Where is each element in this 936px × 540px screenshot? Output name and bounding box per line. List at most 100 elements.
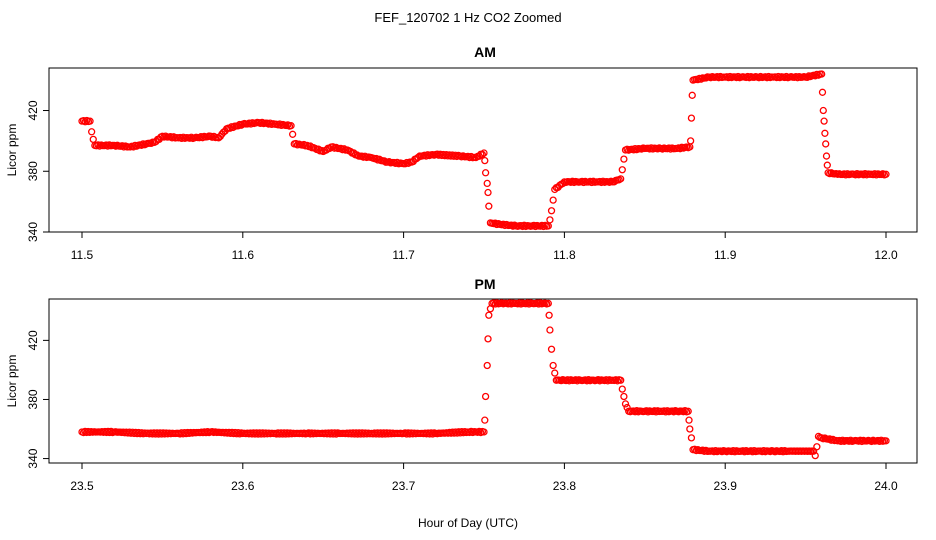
am-data-point [491, 219, 499, 227]
am-data-point [539, 222, 548, 231]
am-data-point [329, 143, 337, 151]
am-x-tick-label: 12.0 [874, 248, 898, 262]
pm-data-point [485, 311, 493, 319]
pm-y-tick-label: 340 [26, 448, 40, 468]
pm-x-tick-label: 23.9 [714, 479, 738, 493]
am-data-point [549, 196, 557, 204]
am-data-point [480, 149, 488, 157]
am-y-axis-label: Licor ppm [5, 124, 19, 177]
pm-data-point [686, 425, 694, 433]
pm-data-point [547, 345, 556, 353]
am-data-point [86, 117, 94, 125]
am-data-point [284, 121, 292, 129]
am-data-point [485, 202, 493, 210]
am-plot-frame [48, 67, 918, 233]
pm-panel-title: PM [475, 276, 496, 292]
pm-data-point [481, 416, 489, 424]
am-x-tick-label: 11.8 [553, 248, 576, 262]
am-data-point [686, 137, 695, 145]
am-data-point [688, 91, 696, 99]
am-data-point [819, 106, 827, 115]
pm-data-point [684, 407, 692, 415]
am-data-point [687, 114, 696, 122]
am-data-point [484, 188, 492, 197]
pm-data-point [475, 427, 483, 436]
am-data-point [385, 158, 393, 166]
am-panel-title: AM [474, 44, 496, 60]
am-panel: AM Licor ppm 11.5 11.6 11.7 11.8 11.9 12.0 34… [5, 44, 918, 262]
pm-data-point [483, 361, 491, 370]
pm-data-point [882, 437, 890, 445]
am-y-tick-label: 380 [26, 161, 40, 181]
am-x-tick-label: 11.6 [232, 248, 255, 262]
pm-data-point [480, 428, 488, 436]
pm-y-ticks: 340 380 420 [26, 330, 49, 469]
pm-x-tick-label: 23.8 [553, 479, 577, 493]
pm-data-point [826, 435, 834, 443]
pm-panel: PM Licor ppm 23.5 23.6 23.7 23.8 23.9 24.0 34… [5, 276, 918, 493]
pm-data-point [811, 451, 819, 460]
am-data-point [287, 122, 295, 130]
am-data-point [247, 120, 255, 128]
am-data-point [822, 140, 830, 148]
pm-x-ticks: 23.5 23.6 23.7 23.8 23.9 24.0 [70, 463, 898, 493]
am-data-point [481, 169, 490, 177]
am-x-ticks: 11.5 11.6 11.7 11.8 11.9 12.0 [71, 232, 898, 262]
am-data-point [823, 161, 831, 169]
pm-data-point [481, 392, 490, 401]
am-y-tick-label: 340 [26, 222, 40, 242]
am-data-point [129, 143, 138, 151]
am-y-tick-label: 420 [26, 100, 40, 120]
pm-data-point [484, 335, 492, 343]
am-data-point [618, 166, 626, 174]
am-x-tick-label: 11.5 [71, 248, 94, 262]
am-data-point [821, 129, 829, 137]
pm-data-point [546, 326, 554, 334]
am-data-point [198, 134, 207, 142]
am-data-point [89, 135, 97, 144]
am-data-point [276, 120, 284, 128]
am-data-point [361, 152, 369, 160]
am-data-point [87, 128, 96, 136]
pm-x-tick-label: 23.5 [70, 479, 94, 493]
am-data-point [822, 152, 831, 160]
pm-plot-frame [48, 298, 918, 464]
am-data-point [332, 143, 340, 151]
am-data-point [81, 118, 89, 126]
pm-points [78, 299, 890, 460]
am-data-point [620, 155, 628, 163]
am-data-point [483, 179, 491, 188]
am-data-point [676, 145, 684, 153]
am-data-point [820, 117, 828, 125]
am-data-point [818, 88, 827, 96]
am-x-tick-label: 11.9 [714, 248, 737, 262]
pm-y-tick-label: 380 [26, 389, 40, 409]
pm-data-point [690, 445, 699, 453]
pm-data-point [551, 369, 559, 377]
am-data-point [803, 73, 811, 82]
pm-data-point [813, 443, 821, 451]
pm-data-point [613, 377, 622, 385]
am-data-point [258, 118, 266, 127]
am-y-ticks: 340 380 420 [26, 100, 49, 242]
pm-data-point [617, 376, 625, 384]
pm-data-point [545, 311, 553, 319]
am-data-point [380, 157, 388, 165]
am-data-point [478, 150, 487, 159]
am-data-point [617, 175, 625, 183]
am-data-point [811, 72, 819, 80]
am-data-point [288, 130, 297, 138]
pm-data-point [621, 400, 630, 408]
pm-data-point [549, 361, 557, 370]
am-data-point [481, 156, 489, 165]
pm-x-tick-label: 23.7 [392, 479, 416, 493]
pm-x-tick-label: 23.6 [231, 479, 255, 493]
am-points [78, 70, 890, 231]
am-data-point [697, 75, 705, 83]
pm-x-tick-label: 24.0 [874, 479, 898, 493]
am-data-point [547, 207, 556, 215]
am-data-point [422, 152, 430, 160]
pm-data-point [620, 392, 628, 401]
